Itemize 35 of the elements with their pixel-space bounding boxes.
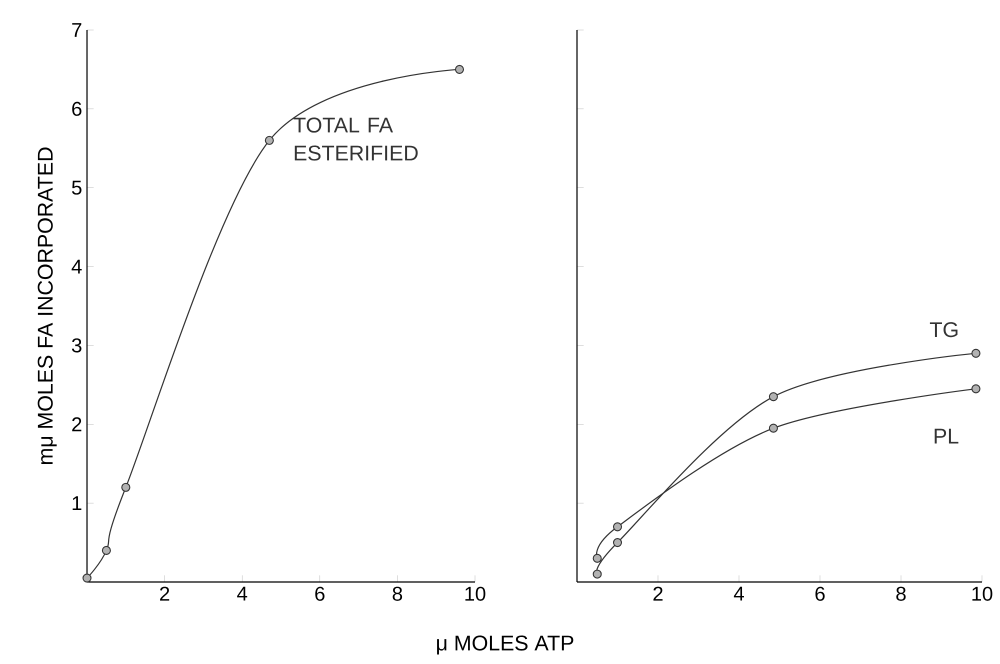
point (612, 538, 622, 548)
series-label: PL (934, 428, 958, 444)
point (971, 384, 980, 394)
point (971, 348, 980, 358)
y-tick-label: 1 (72, 496, 82, 510)
y-tick-label: 5 (72, 180, 82, 195)
x-tick-label: 6 (815, 586, 825, 601)
point (592, 570, 602, 579)
y-tick-label: 3 (72, 338, 82, 352)
point (82, 574, 92, 583)
point (102, 546, 111, 555)
point (612, 522, 622, 532)
x-tick-label: 8 (896, 586, 906, 601)
x-tick-label: 2 (160, 586, 170, 601)
x-tick-label: 4 (734, 586, 744, 600)
point (768, 392, 778, 402)
x-tick-label: 4 (237, 586, 248, 600)
series-label: TG (930, 322, 958, 338)
point (121, 482, 130, 492)
x-tick-label: 10 (465, 586, 486, 601)
x-tick-label: 10 (972, 586, 992, 601)
x-tick-label: 8 (392, 586, 402, 601)
point (454, 64, 464, 74)
y-axis-title: mμ MOLES FA INCORPORATED (38, 148, 57, 464)
y-tick-label: 7 (72, 23, 82, 37)
x-axis-title: μ MOLES ATP (437, 635, 574, 654)
y-tick-label: 6 (72, 102, 82, 116)
x-tick-label: 2 (653, 586, 663, 601)
y-tick-label: 2 (72, 417, 82, 432)
series-label: TOTAL FA ESTERIFIED (294, 118, 418, 161)
y-tick-label: 4 (72, 260, 82, 274)
point (768, 424, 778, 433)
point (592, 554, 602, 563)
x-tick-label: 6 (315, 586, 324, 601)
point (264, 136, 274, 145)
